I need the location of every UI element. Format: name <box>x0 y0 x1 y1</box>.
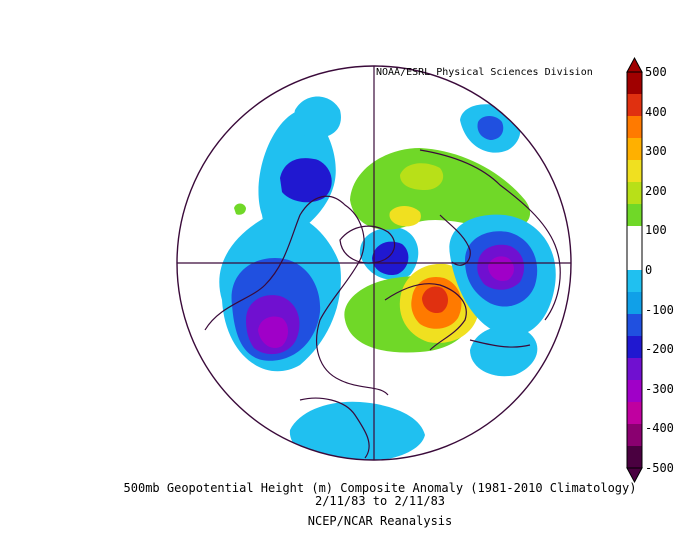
date-range: 2/11/83 to 2/11/83 <box>314 494 446 508</box>
anomaly-neg-asia-core <box>280 158 332 203</box>
colorbar-segment <box>627 292 642 315</box>
anomaly-field <box>219 96 556 460</box>
anomaly-pos-north-inner <box>400 163 444 190</box>
coast-greenland <box>339 225 396 264</box>
coastlines <box>204 149 561 459</box>
colorbar-segment <box>627 402 642 425</box>
colorbar-tick-label: -100 <box>645 302 674 317</box>
colorbar-segment <box>627 160 642 183</box>
anomaly-pos-north-yellow <box>389 206 421 227</box>
colorbar-tick-label: -500 <box>645 461 674 475</box>
colorbar-tick-label: 300 <box>645 144 667 159</box>
colorbar-segment <box>627 314 642 337</box>
colorbar-segment <box>627 424 642 447</box>
colorbar-tick-label: -300 <box>645 381 674 396</box>
colorbar-tick-label: 100 <box>645 223 667 238</box>
source-label: NCEP/NCAR Reanalysis <box>307 514 453 528</box>
anomaly-pos-small-left <box>234 203 246 215</box>
colorbar-segment <box>627 358 642 381</box>
colorbar-top-arrow <box>626 56 643 73</box>
colorbar-tick-label: -400 <box>645 421 674 436</box>
colorbar-tick-label: 0 <box>645 263 653 277</box>
map-title: 500mb Geopotential Height (m) Composite … <box>123 481 637 495</box>
colorbar <box>626 56 643 484</box>
colorbar-segment <box>627 248 642 271</box>
anomaly-neg-south <box>289 401 425 460</box>
colorbar-segment <box>627 270 642 293</box>
colorbar-segment <box>627 116 642 139</box>
colorbar-segment <box>627 94 642 117</box>
colorbar-segment <box>627 204 642 227</box>
colorbar-tick-label: 200 <box>645 183 667 198</box>
coast-north-america <box>204 195 389 396</box>
anomaly-neg-upper-right-core <box>477 116 504 140</box>
coast-asia <box>419 149 561 321</box>
colorbar-bottom-arrow <box>626 467 643 484</box>
coast-mediterranean <box>469 339 531 348</box>
colorbar-segment <box>627 336 642 359</box>
coast-africa <box>299 397 370 459</box>
coast-europe <box>384 283 467 351</box>
colorbar-outline <box>626 71 643 469</box>
anomaly-neg-top-left <box>294 96 341 139</box>
anomaly-neg-arctic-core <box>372 241 409 276</box>
colorbar-segment <box>627 446 642 469</box>
colorbar-segment <box>627 182 642 205</box>
colorbar-segment <box>627 138 642 161</box>
colorbar-segment <box>627 72 642 95</box>
colorbar-segment <box>627 226 642 249</box>
colorbar-tick-label: 500 <box>645 65 667 79</box>
anomaly-pos-europe-core <box>422 286 448 314</box>
colorbar-tick-label: 400 <box>645 104 667 119</box>
anomaly-neg-pacific-core <box>258 316 288 349</box>
credit-label: NOAA/ESRL Physical Sciences Division <box>376 67 593 78</box>
anomaly-neg-europe-south <box>470 326 538 377</box>
coast-scandinavia <box>439 214 471 266</box>
colorbar-tick-label: -200 <box>645 342 674 357</box>
colorbar-segment <box>627 380 642 403</box>
